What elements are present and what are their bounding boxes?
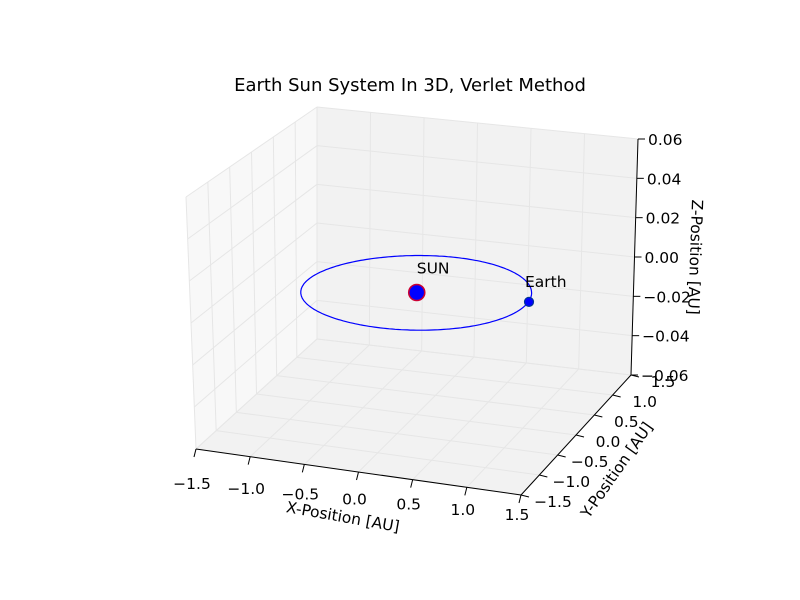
grid-z-back [316, 299, 633, 337]
grid-z-back [316, 222, 635, 258]
grid-z-back [316, 261, 634, 297]
z-tick-label: −0.06 [641, 367, 689, 385]
z-axis-label: Z-Position [AU] [684, 199, 706, 315]
sun-marker [407, 283, 426, 302]
y-tick [539, 474, 548, 478]
x-tick [247, 456, 251, 465]
x-tick-label: 1.0 [451, 501, 476, 519]
y-tick [520, 494, 530, 498]
z-tick-label: 0.06 [648, 131, 683, 149]
side-pane [186, 107, 317, 449]
y-tick-label: 0.5 [614, 413, 639, 431]
y-tick-label: −1.0 [553, 473, 591, 491]
x-tick [518, 494, 522, 504]
grid-z-back [316, 145, 637, 179]
grid-z-back [316, 106, 639, 140]
plot-area: SUN Earth [300, 254, 567, 331]
grid-y-floor [236, 411, 558, 456]
y-tick-label: −1.5 [534, 493, 572, 511]
z-tick-label: 0.04 [647, 170, 682, 188]
back-pane [317, 107, 638, 375]
grid-z-side [195, 338, 318, 450]
orbit-line [300, 254, 533, 331]
x-tick [410, 479, 414, 488]
tick-marks [193, 138, 645, 504]
grid-z-side [190, 222, 318, 324]
x-tick-label: 1.5 [505, 506, 530, 524]
grid-z-back [316, 338, 632, 376]
grid-z-side [194, 299, 318, 408]
y-tick [594, 414, 603, 418]
y-tick-label: 1.5 [651, 373, 676, 391]
earth-label: Earth [525, 273, 567, 291]
y-tick [575, 434, 585, 438]
x-tick [301, 464, 305, 473]
chart-title: Earth Sun System In 3D, Verlet Method [234, 75, 586, 96]
grid-y-floor [276, 375, 595, 416]
grid-z-side [192, 261, 318, 366]
x-tick [464, 487, 468, 496]
z-tick-label: 0.00 [645, 249, 680, 267]
y-tick-label: 0.0 [596, 433, 621, 451]
grid-z-side [189, 183, 318, 282]
x-tick [193, 448, 197, 458]
grid-y-floor [256, 393, 577, 436]
y-tick-label: −0.5 [571, 453, 609, 471]
grid-z-side [187, 145, 318, 240]
y-tick-label: 1.0 [632, 393, 657, 411]
x-tick-label: −0.5 [282, 485, 320, 503]
x-tick-label: 0.0 [342, 491, 367, 509]
z-tick-label: −0.04 [642, 328, 690, 346]
grid-y-floor [216, 430, 540, 476]
z-tick-label: −0.02 [643, 288, 691, 306]
z-tick-label: 0.02 [646, 210, 681, 228]
tick-labels: −1.5 −1.0 −0.5 0.0 0.5 1.0 1.5−1.5−1.0−0.50.00… [173, 131, 691, 524]
grid-y-floor [296, 356, 613, 396]
x-tick-label: −1.5 [173, 475, 211, 493]
y-tick [612, 394, 621, 398]
earth-marker [523, 296, 535, 307]
y-tick [557, 454, 566, 458]
grid-z-side [185, 106, 318, 198]
x-tick-label: 0.5 [396, 496, 421, 514]
sun-label: SUN [417, 260, 450, 278]
x-tick [356, 471, 359, 481]
x-tick-label: −1.0 [227, 480, 265, 498]
axes-panes [186, 107, 638, 495]
grid-z-back [316, 183, 636, 219]
grid-lines [185, 106, 639, 496]
